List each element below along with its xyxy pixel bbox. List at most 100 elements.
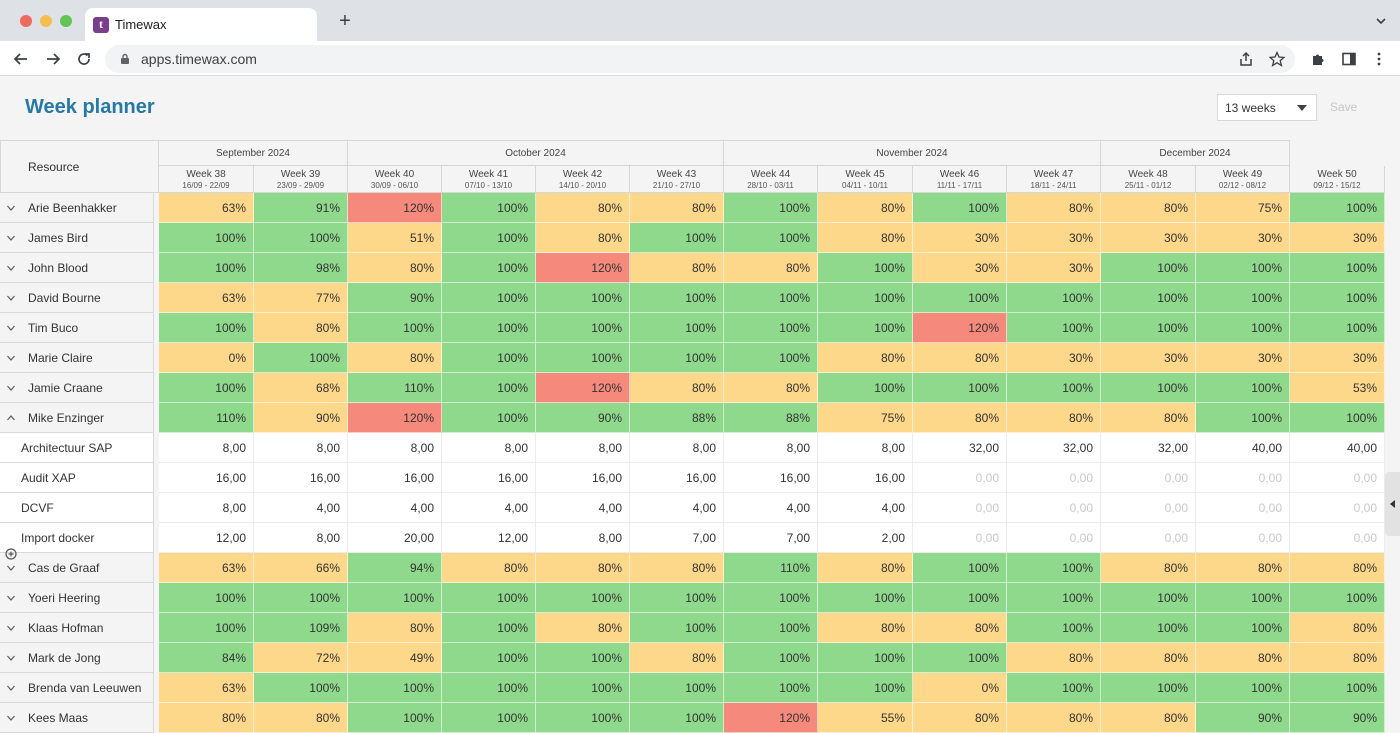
occupancy-cell[interactable]: 100% <box>1196 313 1290 343</box>
hours-cell[interactable]: 16,00 <box>630 463 724 493</box>
hours-cell[interactable]: 0,00 <box>1290 493 1385 523</box>
occupancy-cell[interactable]: 100% <box>1290 253 1385 283</box>
occupancy-cell[interactable]: 100% <box>442 643 536 673</box>
occupancy-cell[interactable]: 100% <box>1290 283 1385 313</box>
occupancy-cell[interactable]: 55% <box>818 703 913 733</box>
share-icon[interactable] <box>1237 50 1255 68</box>
occupancy-cell[interactable]: 90% <box>536 403 630 433</box>
occupancy-cell[interactable]: 100% <box>630 223 724 253</box>
hours-cell[interactable]: 32,00 <box>913 433 1007 463</box>
occupancy-cell[interactable]: 30% <box>1196 343 1290 373</box>
hours-cell[interactable]: 7,00 <box>630 523 724 553</box>
occupancy-cell[interactable]: 100% <box>1101 673 1196 703</box>
occupancy-cell[interactable]: 94% <box>348 553 442 583</box>
chevron-down-icon[interactable] <box>7 624 15 632</box>
occupancy-cell[interactable]: 100% <box>159 613 254 643</box>
occupancy-cell[interactable]: 80% <box>1290 553 1385 583</box>
occupancy-cell[interactable]: 30% <box>1101 223 1196 253</box>
chevron-down-icon[interactable] <box>7 684 15 692</box>
hours-cell[interactable]: 40,00 <box>1196 433 1290 463</box>
hours-cell[interactable]: 0,00 <box>1007 523 1101 553</box>
side-panel-icon[interactable] <box>1340 50 1358 68</box>
occupancy-cell[interactable]: 30% <box>1290 223 1385 253</box>
occupancy-cell[interactable]: 100% <box>724 193 818 223</box>
occupancy-cell[interactable]: 90% <box>1196 703 1290 733</box>
occupancy-cell[interactable]: 80% <box>630 373 724 403</box>
occupancy-cell[interactable]: 100% <box>348 313 442 343</box>
occupancy-cell[interactable]: 0% <box>159 343 254 373</box>
occupancy-cell[interactable]: 30% <box>913 253 1007 283</box>
chevron-down-icon[interactable] <box>7 714 15 722</box>
occupancy-cell[interactable]: 80% <box>254 313 348 343</box>
occupancy-cell[interactable]: 63% <box>159 283 254 313</box>
occupancy-cell[interactable]: 80% <box>348 613 442 643</box>
occupancy-cell[interactable]: 30% <box>1290 343 1385 373</box>
occupancy-cell[interactable]: 100% <box>348 703 442 733</box>
occupancy-cell[interactable]: 100% <box>913 283 1007 313</box>
occupancy-cell[interactable]: 80% <box>724 253 818 283</box>
occupancy-cell[interactable]: 100% <box>630 343 724 373</box>
hours-cell[interactable]: 20,00 <box>348 523 442 553</box>
occupancy-cell[interactable]: 88% <box>724 403 818 433</box>
occupancy-cell[interactable]: 100% <box>254 343 348 373</box>
occupancy-cell[interactable]: 100% <box>1290 673 1385 703</box>
occupancy-cell[interactable]: 120% <box>536 373 630 403</box>
occupancy-cell[interactable]: 100% <box>442 313 536 343</box>
hours-cell[interactable]: 0,00 <box>1196 463 1290 493</box>
occupancy-cell[interactable]: 100% <box>913 373 1007 403</box>
occupancy-cell[interactable]: 100% <box>724 673 818 703</box>
resource-name-cell[interactable]: John Blood <box>0 253 154 283</box>
occupancy-cell[interactable]: 100% <box>630 613 724 643</box>
hours-cell[interactable]: 0,00 <box>1101 523 1196 553</box>
occupancy-cell[interactable]: 80% <box>1007 643 1101 673</box>
extensions-puzzle-icon[interactable] <box>1309 50 1327 68</box>
occupancy-cell[interactable]: 80% <box>818 553 913 583</box>
occupancy-cell[interactable]: 100% <box>1196 283 1290 313</box>
occupancy-cell[interactable]: 100% <box>442 613 536 643</box>
occupancy-cell[interactable]: 30% <box>1007 223 1101 253</box>
hours-cell[interactable]: 16,00 <box>254 463 348 493</box>
hours-cell[interactable]: 16,00 <box>536 463 630 493</box>
occupancy-cell[interactable]: 90% <box>1290 703 1385 733</box>
occupancy-cell[interactable]: 109% <box>254 613 348 643</box>
occupancy-cell[interactable]: 100% <box>1290 403 1385 433</box>
occupancy-cell[interactable]: 80% <box>1196 643 1290 673</box>
occupancy-cell[interactable]: 100% <box>913 193 1007 223</box>
hours-cell[interactable]: 12,00 <box>159 523 254 553</box>
occupancy-cell[interactable]: 49% <box>348 643 442 673</box>
occupancy-cell[interactable]: 100% <box>442 373 536 403</box>
occupancy-cell[interactable]: 80% <box>913 613 1007 643</box>
hours-cell[interactable]: 32,00 <box>1007 433 1101 463</box>
resource-name-cell[interactable]: Kees Maas <box>0 703 154 733</box>
resource-name-cell[interactable]: Tim Buco <box>0 313 154 343</box>
maximize-window-button[interactable] <box>60 15 72 27</box>
occupancy-cell[interactable]: 120% <box>536 253 630 283</box>
occupancy-cell[interactable]: 100% <box>724 613 818 643</box>
occupancy-cell[interactable]: 80% <box>1007 703 1101 733</box>
occupancy-cell[interactable]: 100% <box>1101 253 1196 283</box>
occupancy-cell[interactable]: 91% <box>254 193 348 223</box>
occupancy-cell[interactable]: 100% <box>159 313 254 343</box>
occupancy-cell[interactable]: 100% <box>630 703 724 733</box>
occupancy-cell[interactable]: 100% <box>159 253 254 283</box>
occupancy-cell[interactable]: 90% <box>254 403 348 433</box>
minimize-window-button[interactable] <box>40 15 52 27</box>
occupancy-cell[interactable]: 100% <box>1196 253 1290 283</box>
occupancy-cell[interactable]: 80% <box>1290 613 1385 643</box>
occupancy-cell[interactable]: 100% <box>536 313 630 343</box>
occupancy-cell[interactable]: 100% <box>1101 583 1196 613</box>
chevron-up-icon[interactable] <box>7 414 15 422</box>
occupancy-cell[interactable]: 100% <box>818 283 913 313</box>
occupancy-cell[interactable]: 100% <box>1290 313 1385 343</box>
occupancy-cell[interactable]: 100% <box>1007 613 1101 643</box>
occupancy-cell[interactable]: 80% <box>536 613 630 643</box>
hours-cell[interactable]: 16,00 <box>348 463 442 493</box>
occupancy-cell[interactable]: 100% <box>442 673 536 703</box>
hours-cell[interactable]: 8,00 <box>442 433 536 463</box>
occupancy-cell[interactable]: 100% <box>630 583 724 613</box>
occupancy-cell[interactable]: 100% <box>1007 313 1101 343</box>
occupancy-cell[interactable]: 30% <box>1196 223 1290 253</box>
occupancy-cell[interactable]: 90% <box>348 283 442 313</box>
occupancy-cell[interactable]: 100% <box>348 583 442 613</box>
occupancy-cell[interactable]: 120% <box>724 703 818 733</box>
